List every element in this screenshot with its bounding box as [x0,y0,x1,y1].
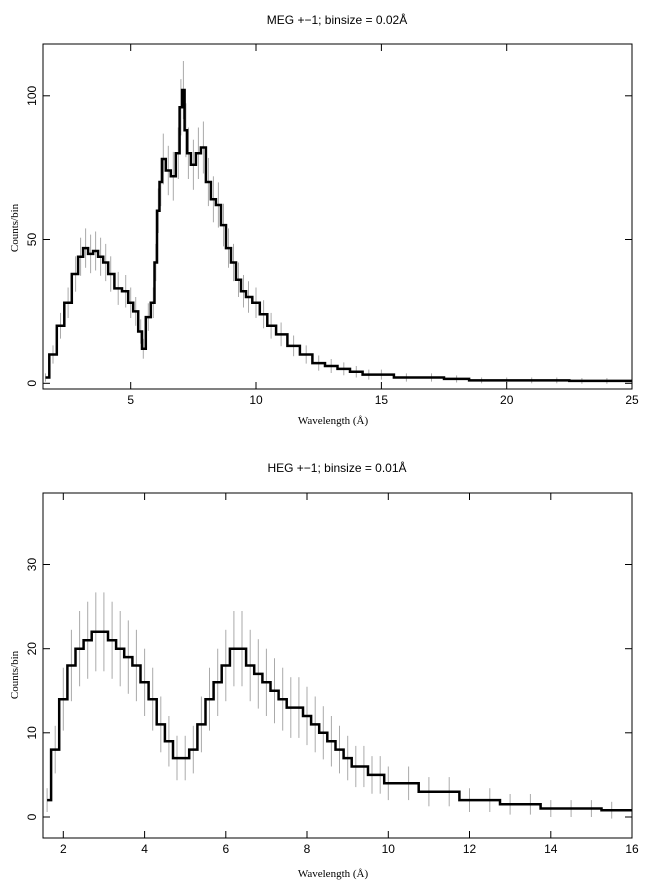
heg-x-axis-label: Wavelength (Å) [298,868,369,880]
meg-axis-ticks: 5 10 15 20 25 0 50 100 [25,44,639,407]
meg-y-tick-label: 100 [25,85,39,105]
heg-y-tick-label: 30 [25,558,39,572]
meg-y-tick-label: 0 [25,380,39,387]
heg-x-tick-label: 12 [463,842,477,856]
heg-y-tick-label: 10 [25,726,39,740]
meg-y-tick-label: 50 [25,233,39,247]
heg-x-tick-label: 14 [544,842,558,856]
meg-spectrum [45,88,632,383]
heg-axis-ticks: 2 4 6 8 10 12 14 16 0 10 20 30 [25,493,639,856]
heg-plot-frame [42,492,633,839]
heg-spectrum [47,630,632,812]
meg-x-tick-label: 25 [625,393,639,407]
meg-error-bars [45,61,633,384]
heg-x-tick-label: 2 [60,842,67,856]
heg-x-tick-label: 8 [304,842,311,856]
meg-x-tick-label: 15 [375,393,389,407]
meg-plot-frame [42,43,633,390]
meg-x-axis-label: Wavelength (Å) [298,415,369,427]
heg-spectrum-line [47,630,632,812]
heg-y-tick-label: 0 [25,813,39,820]
meg-y-axis-label: Counts/bin [9,203,21,252]
heg-panel: HEG +−1; binsize = 0.01Å 2 4 6 8 10 12 14 16 0 10… [9,460,639,880]
heg-title: HEG +−1; binsize = 0.01Å [267,460,406,475]
meg-panel: MEG +−1; binsize = 0.02Å 5 10 15 20 25 0 50 100… [9,12,639,427]
heg-error-bars [46,592,633,819]
heg-x-tick-label: 6 [222,842,229,856]
meg-x-tick-label: 20 [500,393,514,407]
heg-y-tick-label: 20 [25,642,39,656]
meg-title: MEG +−1; binsize = 0.02Å [267,12,407,27]
meg-spectrum-line [45,88,632,383]
meg-x-tick-label: 10 [249,393,263,407]
meg-x-tick-label: 5 [127,393,134,407]
heg-x-tick-label: 10 [382,842,396,856]
heg-x-tick-label: 16 [625,842,639,856]
heg-y-axis-label: Counts/bin [9,650,21,699]
heg-x-tick-label: 4 [141,842,148,856]
